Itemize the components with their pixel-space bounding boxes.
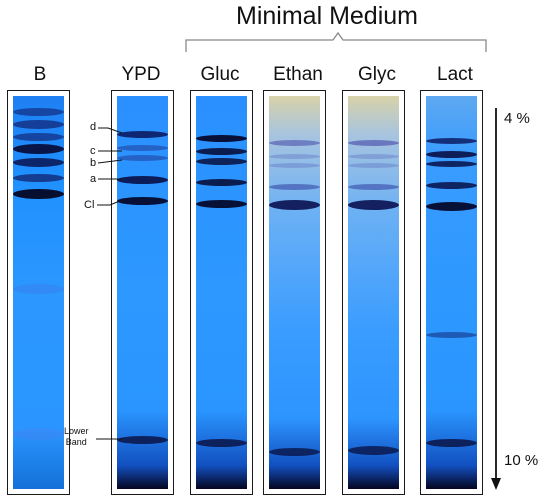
band	[348, 446, 399, 455]
gel-lane-glyc	[342, 90, 405, 495]
lane-label-ethan: Ethan	[273, 64, 323, 85]
gel-lane-ypd	[111, 90, 174, 495]
band	[196, 135, 247, 142]
band	[348, 154, 399, 159]
band	[13, 120, 64, 129]
band	[426, 182, 477, 189]
band	[196, 148, 247, 155]
band	[269, 154, 320, 159]
band	[348, 200, 399, 210]
band-label-a: a	[90, 173, 97, 185]
band	[13, 158, 64, 167]
band	[117, 145, 168, 151]
band	[196, 179, 247, 186]
band	[13, 189, 64, 199]
band	[348, 163, 399, 168]
band	[426, 202, 477, 211]
band-label-lower: Lower Band	[64, 426, 89, 447]
band	[348, 140, 399, 146]
band	[269, 184, 320, 190]
gel-lane-ethan	[263, 90, 326, 495]
band-label-cl: Cl	[84, 199, 95, 211]
lane-label-ypd: YPD	[121, 64, 161, 85]
band	[196, 200, 247, 208]
band	[13, 144, 64, 154]
band	[196, 158, 247, 165]
band	[13, 108, 64, 116]
lane-label-b: B	[33, 64, 47, 85]
band	[426, 332, 477, 338]
gel-lane-lact	[420, 90, 483, 495]
gradient-bottom-label: 10 %	[504, 452, 539, 469]
gel-lane-gluc	[190, 90, 253, 495]
lane-label-lact: Lact	[437, 64, 473, 85]
band	[269, 448, 320, 456]
band	[426, 151, 477, 158]
band	[426, 138, 477, 144]
band	[117, 436, 168, 444]
gradient-top-label: 4 %	[504, 110, 530, 127]
band	[348, 184, 399, 190]
band	[269, 163, 320, 168]
minimal-medium-title: Minimal Medium	[236, 2, 418, 30]
band	[13, 428, 64, 440]
band-label-b: b	[90, 157, 97, 169]
band-label-d: d	[90, 121, 97, 133]
band	[269, 140, 320, 146]
band	[269, 200, 320, 210]
band	[196, 439, 247, 447]
band	[117, 131, 168, 138]
band	[13, 133, 64, 141]
band	[117, 197, 168, 205]
band	[13, 174, 64, 182]
band-label-c: c	[90, 145, 96, 157]
band	[426, 439, 477, 447]
lane-label-gluc: Gluc	[200, 64, 240, 85]
band	[117, 176, 168, 184]
band	[13, 284, 64, 294]
band	[426, 161, 477, 167]
gel-lane-b	[7, 90, 70, 495]
lane-label-glyc: Glyc	[358, 64, 396, 85]
band	[117, 155, 168, 161]
